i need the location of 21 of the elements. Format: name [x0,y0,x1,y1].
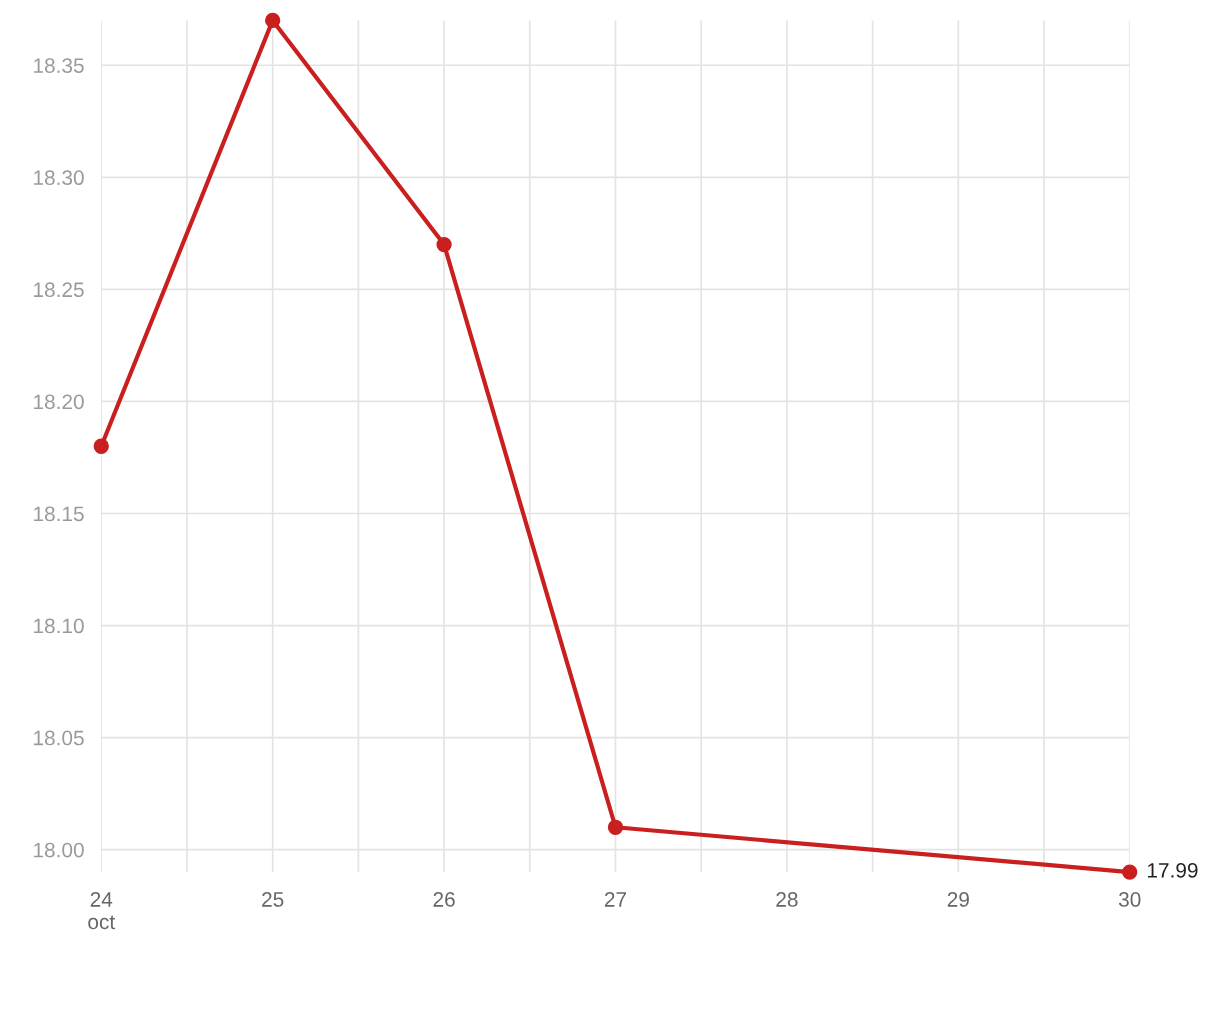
x-tick-label: 25 [262,892,284,907]
y-tick-label: 18.10 [34,618,84,634]
x-tick-label: 27 [604,892,627,907]
data-label: 17.99 [1147,862,1198,878]
x-tick-label: 28 [776,892,798,907]
y-tick-label: 18.05 [34,730,84,746]
x-tick-label: 30 [1118,892,1141,907]
x-tick-label: 24 oct [88,892,115,930]
y-tick-label: 18.20 [34,394,84,410]
y-tick-label: 18.35 [34,58,84,73]
y-tick-label: 18.25 [34,282,84,298]
point [93,438,109,454]
x-tick-label: 29 [947,892,969,907]
y-tick-label: 18.15 [34,506,84,522]
point [1122,864,1138,880]
y-tick-label: 18.30 [34,170,84,186]
y-tick-label: 18.00 [34,842,84,858]
x-tick-label: 26 [433,892,455,907]
point [607,819,624,835]
point [265,12,281,29]
point [436,236,452,253]
